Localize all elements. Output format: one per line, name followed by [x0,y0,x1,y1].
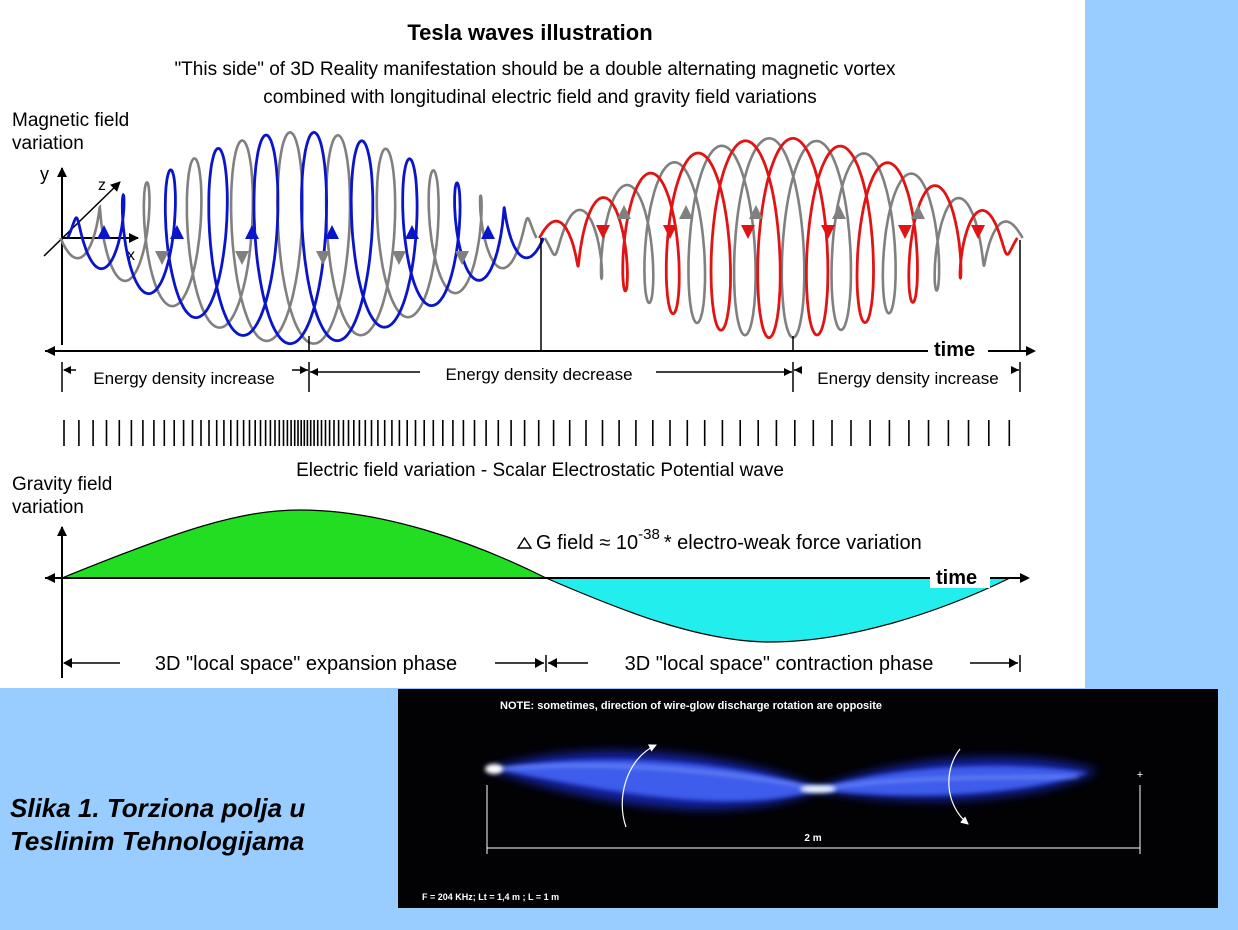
subtitle-line2: combined with longitudinal electric fiel… [263,87,816,108]
gray-vortex-wave-left [59,131,538,345]
direction-arrow [325,225,339,239]
direction-arrow [455,251,469,265]
scalar-potential-ticks [63,420,1011,446]
phase-contraction-label: 3D "local space" contraction phase [625,653,934,675]
delta-icon [516,536,533,549]
magnetic-label-line1: Magnetic field [12,110,129,131]
formula: G field ≈ 10-38 * electro-weak force vari… [536,526,922,554]
direction-arrow [596,225,610,239]
direction-arrow [405,225,419,239]
direction-arrow [663,225,677,239]
photo-note: NOTE: sometimes, direction of wire-glow … [500,700,882,712]
red-vortex-wave [538,137,1019,340]
direction-arrow [392,251,406,265]
rotation-arrow-left [621,744,657,828]
vortex-direction-arrows [97,205,985,265]
magnetic-vortex-waves [59,130,1024,345]
direction-arrow [832,205,846,219]
time-label-bottom: time [936,567,977,589]
time-label-top: time [934,339,975,361]
plus-mark: + [1137,769,1143,781]
direction-arrow [911,205,925,219]
caption-line2: Teslinim Tehnologijama [10,826,305,856]
direction-arrow [245,225,259,239]
discharge-photo-canvas: NOTE: sometimes, direction of wire-glow … [422,700,1143,902]
rotation-arrow-right [948,748,969,825]
direction-arrow [741,225,755,239]
direction-arrow [971,225,985,239]
direction-arrow [97,225,111,239]
direction-arrow [155,251,169,265]
direction-arrow [235,251,249,265]
gravity-label-line1: Gravity field [12,474,112,495]
phase-expansion-label: 3D "local space" expansion phase [155,653,457,675]
time-axis-left-arrow [45,346,55,356]
formula-prefix: G field ≈ 10 [536,532,638,554]
energy-density-bar [61,362,1021,392]
diagram-canvas: Tesla waves illustration "This side" of … [12,20,1036,678]
gravity-axis-right-arrow [1020,573,1030,583]
distance-label: 2 m [804,833,821,844]
direction-arrow [898,225,912,239]
direction-arrow [170,225,184,239]
direction-arrow [679,205,693,219]
time-axis-right-arrow [1026,346,1036,356]
magnetic-label-line2: variation [12,133,84,154]
contraction-lobe [545,577,1011,643]
x-axis-label: x [127,247,135,264]
diagram-title: Tesla waves illustration [407,20,652,45]
direction-arrow [481,225,495,239]
caption-line1: Slika 1. Torziona polja u [10,793,306,823]
direction-arrow [821,225,835,239]
energy-segment-1: Energy density increase [93,369,274,388]
photo-params: F = 204 KHz; Lt = 1,4 m ; L = 1 m [422,892,559,902]
blue-vortex-wave [66,130,545,345]
expansion-lobe [61,509,547,579]
energy-segment-3: Energy density increase [817,369,998,388]
gravity-label-line2: variation [12,497,84,518]
subtitle-line1: "This side" of 3D Reality manifestation … [174,59,896,80]
phase-bar [61,655,1021,672]
figure-caption: Slika 1. Torziona polja u Teslinim Tehno… [10,792,390,858]
z-axis [43,181,121,257]
tesla-waves-diagram: Tesla waves illustration "This side" of … [0,0,1085,688]
energy-segment-2: Energy density decrease [445,365,632,384]
direction-arrow [749,205,763,219]
direction-arrow [316,251,330,265]
time-label-mask [928,338,988,362]
formula-suffix: * electro-weak force variation [664,532,922,554]
wire-glow-discharge [485,751,1098,810]
discharge-photo: NOTE: sometimes, direction of wire-glow … [398,689,1218,908]
y-axis-label: y [40,164,49,184]
gravity-axis-left-arrow [45,573,55,583]
z-axis-label: z [98,177,106,194]
direction-arrow [617,205,631,219]
gray-vortex-wave-right [543,136,1024,339]
formula-exponent: -38 [638,526,660,543]
gravity-time-mask [930,566,990,588]
electric-field-label: Electric field variation - Scalar Electr… [296,460,784,481]
